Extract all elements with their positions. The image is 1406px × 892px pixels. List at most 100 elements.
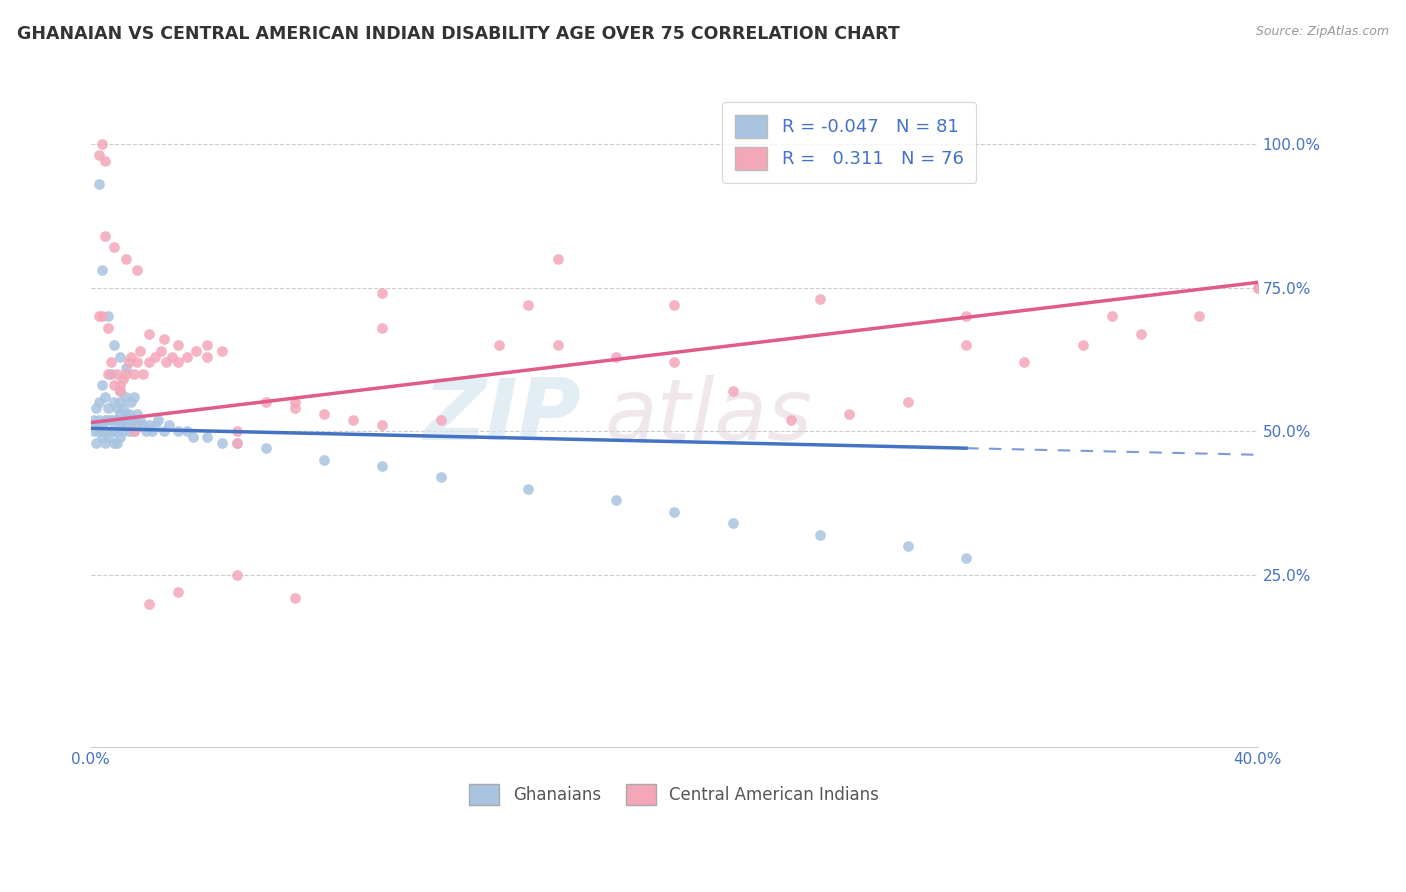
Point (184, 343, 207, 358)
Point (312, 407, 335, 421)
Point (371, 320, 394, 334)
Point (111, 372, 134, 386)
Point (108, 384, 131, 398)
Point (1101, 310, 1123, 324)
Point (124, 424, 146, 438)
Point (664, 355, 686, 369)
Point (105, 424, 128, 438)
Point (111, 413, 134, 427)
Point (155, 355, 177, 369)
Point (97, 310, 120, 324)
Point (721, 516, 744, 531)
Point (146, 413, 169, 427)
Point (211, 343, 233, 358)
Point (94, 154, 117, 169)
Point (225, 435, 247, 450)
Point (1247, 280, 1270, 294)
Point (117, 424, 139, 438)
Point (89, 395, 111, 409)
Point (114, 390, 136, 404)
Point (838, 407, 860, 421)
Point (195, 338, 218, 352)
Point (121, 395, 143, 409)
Point (91, 378, 114, 392)
Point (127, 263, 149, 277)
Point (114, 361, 136, 376)
Point (167, 338, 190, 352)
Point (135, 424, 157, 438)
Point (91, 418, 114, 433)
Point (167, 585, 190, 599)
Point (114, 252, 136, 266)
Point (517, 482, 540, 496)
Point (103, 435, 125, 450)
Point (97, 430, 120, 444)
Point (121, 413, 143, 427)
Point (955, 550, 977, 565)
Point (94, 435, 117, 450)
Point (254, 442, 277, 456)
Point (124, 390, 146, 404)
Point (225, 424, 247, 438)
Point (86, 418, 108, 433)
Point (605, 493, 627, 508)
Point (605, 350, 627, 364)
Point (176, 424, 198, 438)
Point (97, 367, 120, 381)
Point (127, 418, 149, 433)
Point (105, 413, 128, 427)
Point (100, 367, 122, 381)
Point (664, 298, 686, 312)
Point (1130, 326, 1153, 341)
Point (103, 240, 125, 254)
Point (808, 292, 831, 306)
Point (86, 401, 108, 416)
Point (138, 355, 160, 369)
Point (547, 338, 569, 352)
Point (284, 395, 307, 409)
Point (1071, 338, 1094, 352)
Point (100, 424, 122, 438)
Point (103, 338, 125, 352)
Point (780, 413, 803, 427)
Point (91, 430, 114, 444)
Point (225, 435, 247, 450)
Point (114, 418, 136, 433)
Point (94, 228, 117, 243)
Point (547, 252, 569, 266)
Point (94, 390, 117, 404)
Text: Source: ZipAtlas.com: Source: ZipAtlas.com (1256, 25, 1389, 38)
Point (114, 367, 136, 381)
Point (157, 418, 180, 433)
Point (430, 470, 453, 484)
Point (97, 401, 120, 416)
Point (105, 401, 128, 416)
Point (103, 395, 125, 409)
Point (111, 401, 134, 416)
Point (430, 413, 453, 427)
Point (721, 384, 744, 398)
Point (105, 435, 128, 450)
Point (195, 350, 218, 364)
Point (149, 343, 172, 358)
Point (108, 378, 131, 392)
Point (86, 435, 108, 450)
Point (342, 413, 364, 427)
Point (955, 338, 977, 352)
Point (195, 430, 218, 444)
Legend: Ghanaians, Central American Indians: Ghanaians, Central American Indians (463, 777, 886, 812)
Point (108, 384, 131, 398)
Point (83, 424, 105, 438)
Point (141, 424, 163, 438)
Point (94, 413, 117, 427)
Point (129, 343, 152, 358)
Point (117, 355, 139, 369)
Point (371, 286, 394, 301)
Point (108, 430, 131, 444)
Point (89, 310, 111, 324)
Point (955, 310, 977, 324)
Point (91, 136, 114, 151)
Point (108, 418, 131, 433)
Point (152, 332, 174, 346)
Text: ZIP: ZIP (423, 376, 581, 458)
